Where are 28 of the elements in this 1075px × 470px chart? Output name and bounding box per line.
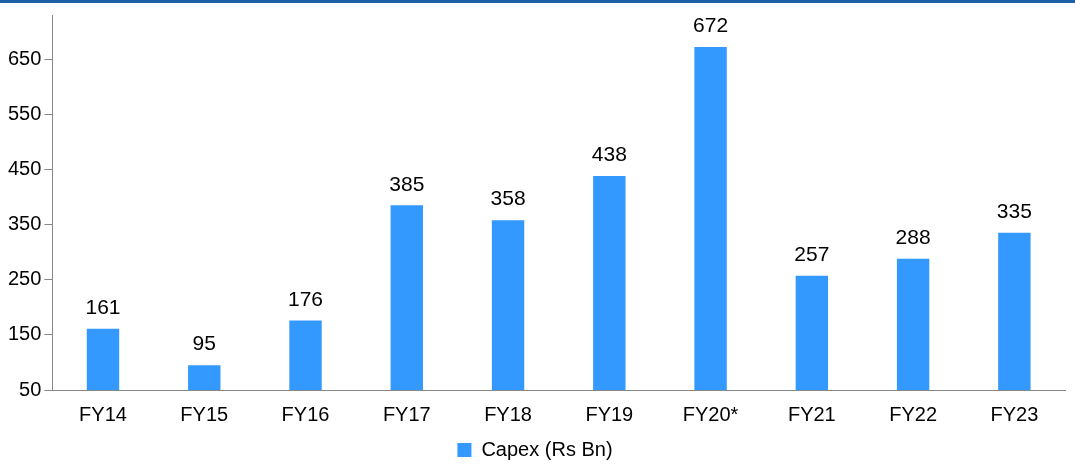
x-tick-label: FY23 [990,402,1039,425]
data-label: 385 [389,171,425,195]
x-tick-label: FY18 [484,402,532,425]
data-label: 438 [591,142,627,166]
x-tick-label: FY17 [382,402,431,425]
legend-label: Capex (Rs Bn) [481,437,613,460]
y-tick-label: 250 [7,267,42,290]
y-tick-label: 650 [7,46,42,69]
x-tick-label: FY21 [787,402,836,425]
data-label: 335 [996,199,1032,223]
x-tick-label: FY14 [79,402,127,425]
data-label: 176 [288,286,324,310]
data-label: 95 [192,331,216,355]
y-tick-label: 150 [7,322,42,345]
x-tick-label: FY16 [281,402,330,425]
data-label: 257 [794,242,830,266]
x-tick-label: FY20* [682,402,739,425]
data-label: 161 [85,295,121,319]
y-tick-label: 450 [7,156,42,179]
x-tick-label: FY22 [889,402,938,425]
data-label: 358 [490,186,526,210]
x-tick-label: FY19 [585,402,634,425]
x-tick-label: FY15 [180,402,229,425]
y-tick-label: 350 [7,212,42,235]
data-label: 672 [693,13,729,37]
data-label: 288 [895,225,931,249]
y-tick-label: 550 [7,101,42,124]
y-tick-label: 50 [19,377,42,400]
